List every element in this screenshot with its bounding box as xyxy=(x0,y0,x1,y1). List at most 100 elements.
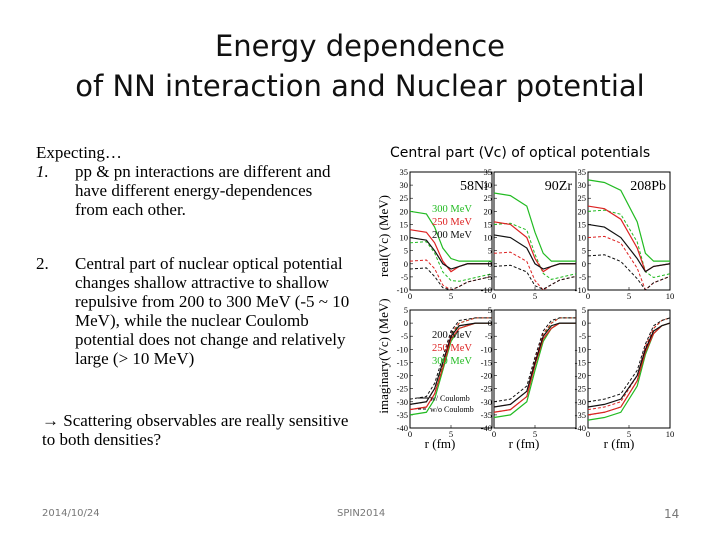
y-tick-label: 0 xyxy=(404,318,408,328)
y-tick-label: -30 xyxy=(481,397,492,407)
y-tick-label: -35 xyxy=(575,410,586,420)
y-tick-label: -10 xyxy=(575,285,586,295)
series-line xyxy=(587,179,670,262)
y-tick-label: 0 xyxy=(404,259,408,269)
y-tick-label: 15 xyxy=(578,219,587,229)
series-line xyxy=(493,234,576,270)
y-tick-label: 20 xyxy=(484,206,493,216)
y-tick-label: 15 xyxy=(400,219,409,229)
y-tick-label: -10 xyxy=(481,285,492,295)
series-line-dashed xyxy=(409,241,493,282)
list-item-1-number: 1. xyxy=(36,162,49,181)
series-line-dashed xyxy=(493,222,577,280)
x-tick-label: 0 xyxy=(586,291,590,301)
y-tick-label: 5 xyxy=(404,305,408,315)
y-tick-label: -15 xyxy=(397,357,408,367)
plot-caption: Central part (Vc) of optical potentials xyxy=(390,145,651,161)
y-tick-label: -25 xyxy=(481,384,492,394)
series-line xyxy=(587,223,671,273)
x-tick-label: 5 xyxy=(533,429,537,439)
y-tick-label: 25 xyxy=(484,193,493,203)
y-tick-label: -40 xyxy=(575,423,586,433)
series-line-dashed xyxy=(409,267,493,291)
series-line-dashed xyxy=(409,317,492,405)
y-tick-label: -25 xyxy=(575,384,586,394)
y-tick-label: -25 xyxy=(397,384,408,394)
y-tick-label: -20 xyxy=(397,371,408,381)
legend-energy-bottom: 300 MeV xyxy=(432,356,472,367)
y-tick-label: 5 xyxy=(404,246,408,256)
y-tick-label: 35 xyxy=(578,167,587,177)
y-tick-label: -5 xyxy=(579,272,586,282)
y-tick-label: 35 xyxy=(400,167,409,177)
legend-energy-bottom: 200 MeV xyxy=(432,330,472,341)
y-tick-label: 10 xyxy=(484,233,493,243)
nucleus-label: 90Zr xyxy=(545,179,573,194)
y-tick-label: 25 xyxy=(400,193,409,203)
x-tick-label: 0 xyxy=(408,291,412,301)
conclusion-text: → Scattering observables are really sens… xyxy=(42,411,349,449)
series-line xyxy=(587,322,671,408)
legend-coulomb-without: w/o Coulomb xyxy=(430,405,474,414)
series-line-dashed xyxy=(587,254,671,291)
y-tick-label: 30 xyxy=(578,180,587,190)
expecting-label: Expecting… xyxy=(36,143,122,162)
y-tick-label: -5 xyxy=(485,272,492,282)
y-tick-label: -10 xyxy=(481,344,492,354)
legend-energy-top: 200 MeV xyxy=(432,230,472,241)
xlabel-2: r (fm) xyxy=(509,436,540,451)
y-tick-label: -5 xyxy=(401,272,408,282)
series-line xyxy=(409,322,492,405)
y-tick-label: -5 xyxy=(401,331,408,341)
panel-frame xyxy=(409,171,493,291)
legend-energy-top: 250 MeV xyxy=(432,217,472,228)
y-tick-label: 0 xyxy=(582,318,586,328)
title-line-1: Energy dependence xyxy=(214,29,506,63)
nucleus-label: 58Ni xyxy=(460,179,488,194)
y-tick-label: -20 xyxy=(575,371,586,381)
x-tick-label: 5 xyxy=(533,291,537,301)
y-tick-label: -5 xyxy=(485,331,492,341)
list-item-2-number: 2. xyxy=(36,254,49,273)
panel-frame xyxy=(409,309,493,429)
list-item-1-text: pp & pn interactions are different and h… xyxy=(75,162,331,219)
y-tick-label: 5 xyxy=(582,305,586,315)
legend-energy-top: 300 MeV xyxy=(432,204,472,215)
y-tick-label: -40 xyxy=(397,423,408,433)
y-tick-label: -5 xyxy=(579,331,586,341)
x-tick-label: 5 xyxy=(449,291,453,301)
y-tick-label: 10 xyxy=(578,233,587,243)
y-tick-label: 30 xyxy=(400,180,409,190)
list-item-2: 2. Central part of nuclear optical poten… xyxy=(36,254,356,368)
x-tick-label: 10 xyxy=(666,291,674,301)
y-tick-label: -20 xyxy=(481,371,492,381)
series-line-dashed xyxy=(587,235,671,291)
x-tick-label: 5 xyxy=(627,291,631,301)
y-tick-label: -15 xyxy=(575,357,586,367)
y-tick-label: -10 xyxy=(575,344,586,354)
series-line-dashed xyxy=(493,264,577,290)
series-line-dashed xyxy=(493,317,576,403)
series-line xyxy=(493,192,576,262)
x-tick-label: 0 xyxy=(492,291,496,301)
series-line-dashed xyxy=(587,209,671,279)
y-tick-label: -30 xyxy=(575,397,586,407)
title-line-2: of NN interaction and Nuclear potential xyxy=(75,69,645,103)
series-line xyxy=(493,322,576,408)
list-item-1: 1. pp & pn interactions are different an… xyxy=(36,162,346,219)
list-item-2-text: Central part of nuclear optical potentia… xyxy=(75,254,350,368)
footer-date: 2014/10/24 xyxy=(42,508,100,519)
nucleus-label: 208Pb xyxy=(630,179,666,194)
y-tick-label: -35 xyxy=(397,410,408,420)
series-line xyxy=(409,210,492,262)
y-tick-label: -10 xyxy=(397,285,408,295)
x-tick-label: 10 xyxy=(666,429,674,439)
y-tick-label: -30 xyxy=(397,397,408,407)
ylabel-imaginary: imaginary(Vc) (MeV) xyxy=(376,298,391,413)
y-tick-label: -10 xyxy=(397,344,408,354)
y-tick-label: 30 xyxy=(484,180,493,190)
footer-event: SPIN2014 xyxy=(337,508,386,519)
y-tick-label: -15 xyxy=(481,357,492,367)
y-tick-label: -40 xyxy=(481,423,492,433)
y-tick-label: 35 xyxy=(484,167,493,177)
